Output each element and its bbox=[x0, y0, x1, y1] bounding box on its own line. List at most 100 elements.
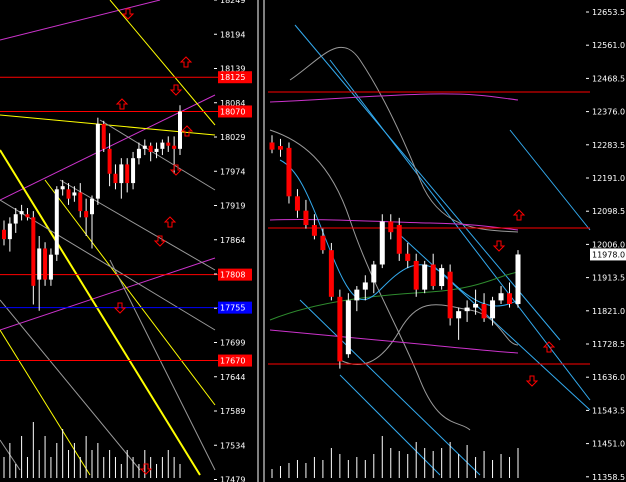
candle-body bbox=[136, 148, 141, 159]
price-label: 17589 bbox=[220, 407, 245, 416]
candle-body bbox=[430, 264, 436, 287]
candle bbox=[66, 183, 71, 205]
candle bbox=[439, 264, 445, 290]
candle bbox=[286, 142, 292, 204]
candle bbox=[154, 142, 159, 159]
down-arrow-icon bbox=[121, 8, 135, 20]
up-arrow-icon bbox=[512, 209, 526, 221]
candle-body bbox=[7, 223, 12, 240]
candle bbox=[303, 199, 309, 229]
price-label: 18084 bbox=[220, 99, 245, 108]
candle-body bbox=[131, 158, 136, 184]
candle-body bbox=[95, 123, 100, 199]
candle-body bbox=[379, 221, 385, 265]
candle bbox=[101, 120, 106, 152]
down-arrow-icon bbox=[492, 240, 506, 252]
price-level-box bbox=[218, 268, 252, 281]
price-label: 12191.0 bbox=[592, 174, 625, 183]
candle-body bbox=[54, 189, 59, 255]
price-label: 17699 bbox=[220, 339, 245, 348]
right-signal-arrows bbox=[492, 209, 556, 387]
candle-body bbox=[490, 300, 496, 319]
candle-body bbox=[166, 142, 171, 146]
right-chart-pane[interactable]: 12653.5 12561.0 12468.5 12376.0 12283.5 12191… bbox=[268, 8, 626, 482]
candle bbox=[13, 207, 18, 233]
down-arrow-icon bbox=[169, 164, 183, 176]
left-signal-arrows bbox=[113, 8, 194, 475]
candle-body bbox=[160, 142, 165, 149]
candle bbox=[178, 105, 182, 156]
candle bbox=[119, 158, 124, 199]
candle bbox=[72, 186, 77, 202]
candle bbox=[447, 264, 453, 326]
candle-body bbox=[328, 250, 334, 297]
candle bbox=[405, 242, 411, 269]
price-label: 12283.5 bbox=[592, 141, 625, 150]
candle bbox=[7, 217, 12, 252]
candle-body bbox=[90, 198, 94, 215]
candle bbox=[142, 139, 147, 156]
price-label: 17534 bbox=[220, 441, 245, 450]
candle-body bbox=[125, 164, 130, 184]
right-price-axis: 12653.5 12561.0 12468.5 12376.0 12283.5 12191… bbox=[586, 8, 626, 482]
candle bbox=[31, 211, 36, 305]
candle-body bbox=[515, 254, 521, 304]
candle-body bbox=[439, 268, 445, 287]
left-chart-pane[interactable]: 18249 18194 18139 18084 18029 17974 17919 17864… bbox=[0, 0, 252, 482]
candle bbox=[78, 183, 83, 218]
price-label: 12376.0 bbox=[592, 108, 625, 117]
right-trend-lines bbox=[269, 24, 591, 476]
candle-body bbox=[66, 189, 71, 199]
candle bbox=[464, 300, 470, 322]
candle bbox=[166, 136, 171, 152]
candle bbox=[269, 135, 275, 154]
candle-body bbox=[303, 210, 309, 226]
candle bbox=[490, 296, 496, 326]
candle bbox=[328, 242, 334, 301]
candle-body bbox=[101, 123, 106, 149]
price-label: 11636.0 bbox=[592, 373, 625, 382]
candle bbox=[107, 133, 112, 187]
price-level-box bbox=[590, 248, 626, 261]
candle bbox=[473, 289, 479, 315]
candle bbox=[379, 214, 385, 269]
right-volume-bars bbox=[271, 436, 519, 478]
candle-body bbox=[154, 148, 159, 152]
candle-body bbox=[405, 253, 411, 261]
down-arrow-icon bbox=[139, 463, 153, 475]
candle-body bbox=[37, 248, 42, 280]
candle-body bbox=[25, 214, 30, 218]
pane-splitter[interactable] bbox=[256, 0, 264, 482]
up-arrow-icon bbox=[180, 125, 194, 137]
price-level-value: 18125 bbox=[220, 73, 245, 82]
price-label: 17644 bbox=[220, 373, 245, 382]
candle bbox=[37, 236, 42, 311]
price-label: 11821.0 bbox=[592, 307, 625, 316]
candle-body bbox=[172, 145, 177, 149]
candle-body bbox=[19, 211, 24, 215]
down-arrow-icon bbox=[153, 235, 167, 247]
price-label: 17974 bbox=[220, 167, 245, 176]
candle-body bbox=[119, 164, 124, 184]
price-label: 17919 bbox=[220, 202, 245, 211]
price-label: 18194 bbox=[220, 30, 245, 39]
candle-body bbox=[113, 173, 118, 184]
candle bbox=[43, 242, 48, 286]
price-label: 11543.5 bbox=[592, 406, 625, 415]
candle-body bbox=[31, 217, 36, 286]
candle-body bbox=[481, 303, 487, 319]
candle bbox=[277, 138, 283, 157]
price-level-value: 18070 bbox=[220, 107, 245, 116]
candle-body bbox=[269, 142, 275, 150]
candle bbox=[515, 250, 521, 308]
price-label: 12653.5 bbox=[592, 8, 625, 17]
candle bbox=[481, 293, 487, 322]
candle-body bbox=[354, 289, 360, 301]
price-label: 11913.5 bbox=[592, 274, 625, 283]
price-label: 18249 bbox=[220, 0, 245, 5]
candle-body bbox=[286, 147, 292, 197]
price-level-box bbox=[218, 301, 252, 314]
candle bbox=[362, 275, 368, 301]
candle bbox=[19, 204, 24, 221]
candle-body bbox=[148, 145, 153, 152]
